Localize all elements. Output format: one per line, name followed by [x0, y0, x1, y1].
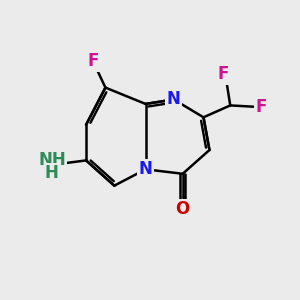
Text: H: H: [45, 164, 59, 182]
Text: N: N: [167, 91, 181, 109]
Text: O: O: [176, 200, 190, 218]
Text: F: F: [217, 65, 229, 83]
Text: N: N: [139, 160, 152, 178]
Text: F: F: [256, 98, 267, 116]
Text: F: F: [88, 52, 99, 70]
Text: NH: NH: [38, 151, 66, 169]
